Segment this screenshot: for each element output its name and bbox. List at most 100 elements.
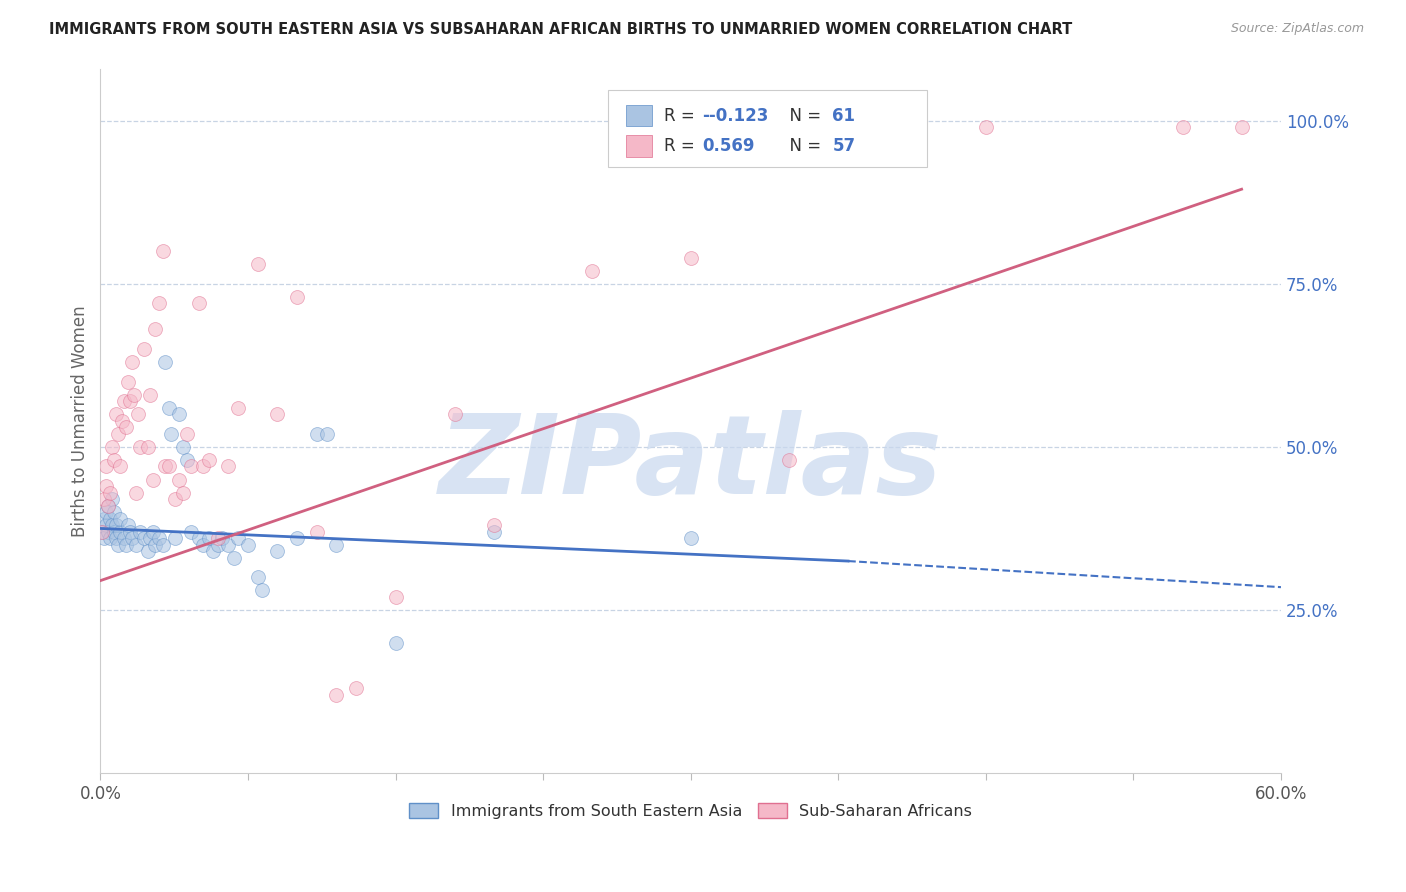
Point [128, 524, 150, 539]
Point [91, 524, 114, 539]
Point [136, 440, 159, 454]
Point [250, 583, 273, 598]
Point [152, 538, 174, 552]
Point [778, 453, 800, 467]
Point [96, 479, 118, 493]
Point [105, 531, 128, 545]
Point [482, 518, 505, 533]
Text: R =: R = [664, 107, 700, 125]
FancyBboxPatch shape [626, 136, 652, 157]
Point [226, 531, 249, 545]
Point [98, 511, 121, 525]
Point [191, 538, 214, 552]
Point [157, 459, 180, 474]
Point [482, 524, 505, 539]
Point [97, 524, 120, 539]
Text: N =: N = [779, 137, 827, 155]
Point [107, 538, 129, 552]
Text: 0.569: 0.569 [703, 137, 755, 155]
Point [1171, 120, 1194, 135]
FancyBboxPatch shape [607, 90, 927, 167]
Point [224, 550, 246, 565]
Point [679, 531, 702, 545]
Point [115, 538, 138, 552]
Point [93, 511, 115, 525]
Point [105, 407, 128, 421]
Point [152, 244, 174, 259]
Text: R =: R = [664, 137, 700, 155]
Point [172, 485, 194, 500]
FancyBboxPatch shape [626, 105, 652, 127]
Point [145, 322, 167, 336]
Text: Source: ZipAtlas.com: Source: ZipAtlas.com [1230, 22, 1364, 36]
Text: ZIPatlas: ZIPatlas [439, 409, 942, 516]
Point [876, 120, 898, 135]
Point [125, 538, 148, 552]
Point [96, 505, 118, 519]
Point [384, 635, 406, 649]
Point [115, 420, 138, 434]
Point [138, 387, 160, 401]
Point [103, 505, 125, 519]
Point [201, 544, 224, 558]
Point [1230, 120, 1253, 135]
Point [101, 440, 124, 454]
Point [148, 531, 170, 545]
Legend: Immigrants from South Eastern Asia, Sub-Saharan Africans: Immigrants from South Eastern Asia, Sub-… [402, 797, 979, 825]
Point [167, 473, 190, 487]
Point [266, 407, 288, 421]
Point [581, 264, 603, 278]
Point [207, 538, 229, 552]
Point [217, 538, 239, 552]
Point [443, 407, 465, 421]
Point [108, 511, 131, 525]
Point [325, 688, 347, 702]
Point [132, 342, 155, 356]
Point [207, 531, 229, 545]
Point [974, 120, 997, 135]
Point [112, 531, 135, 545]
Point [121, 355, 143, 369]
Text: 57: 57 [832, 137, 855, 155]
Point [121, 531, 143, 545]
Point [155, 459, 177, 474]
Text: N =: N = [779, 107, 827, 125]
Point [136, 544, 159, 558]
Point [117, 375, 139, 389]
Point [132, 531, 155, 545]
Point [180, 524, 202, 539]
Point [91, 524, 114, 539]
Point [187, 296, 209, 310]
Point [118, 524, 141, 539]
Point [122, 387, 145, 401]
Point [103, 453, 125, 467]
Point [384, 590, 406, 604]
Point [246, 257, 269, 271]
Point [344, 681, 367, 696]
Point [142, 524, 165, 539]
Point [187, 531, 209, 545]
Point [285, 290, 308, 304]
Point [160, 426, 183, 441]
Text: 61: 61 [832, 107, 855, 125]
Point [226, 401, 249, 415]
Point [98, 485, 121, 500]
Point [111, 414, 134, 428]
Point [305, 426, 328, 441]
Point [315, 426, 337, 441]
Text: --0.123: --0.123 [703, 107, 769, 125]
Point [157, 401, 180, 415]
Point [101, 492, 124, 507]
Point [97, 499, 120, 513]
Point [165, 492, 187, 507]
Point [176, 453, 198, 467]
Point [138, 531, 160, 545]
Point [93, 531, 115, 545]
Point [325, 538, 347, 552]
Point [236, 538, 259, 552]
Point [266, 544, 288, 558]
Point [125, 485, 148, 500]
Point [97, 499, 120, 513]
Point [128, 440, 150, 454]
Point [285, 531, 308, 545]
